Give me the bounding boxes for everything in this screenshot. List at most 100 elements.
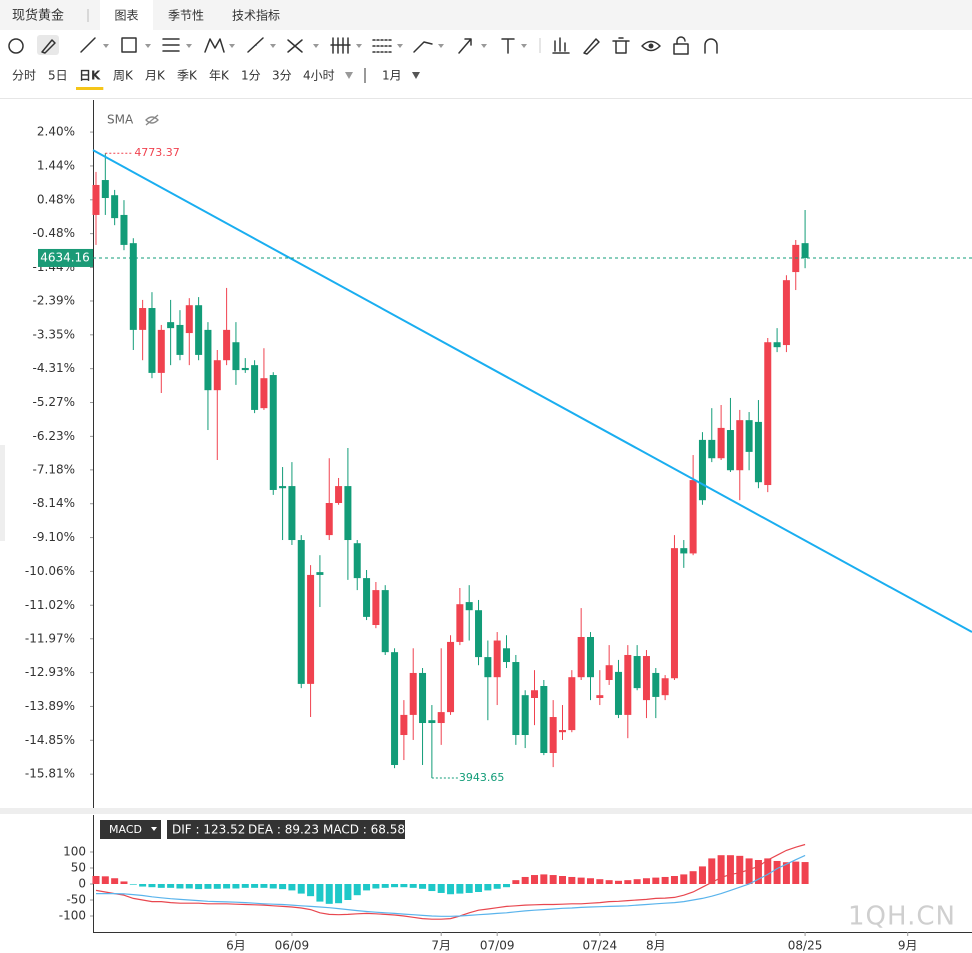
period-option[interactable]: 年K	[209, 69, 230, 83]
macd-readout-item: DEA : 89.23	[248, 823, 319, 837]
y-tick-label: -9.10%	[33, 530, 75, 544]
candle-body	[726, 430, 734, 471]
side-handle[interactable]	[0, 445, 5, 541]
x-tick-label: 08/25	[788, 939, 823, 953]
candle-body	[363, 578, 371, 617]
candle-body	[670, 548, 678, 679]
macd-bar	[223, 884, 231, 889]
tool-icon[interactable]	[372, 39, 392, 53]
macd-bar	[241, 884, 249, 888]
y-tick-label: -5.27%	[33, 395, 75, 409]
candle-body	[232, 342, 240, 371]
period-option[interactable]: 周K	[113, 69, 134, 83]
macd-selector-label[interactable]: MACD	[109, 823, 142, 836]
candle-body	[409, 672, 417, 715]
tool-icon[interactable]	[287, 39, 303, 53]
period-option[interactable]: 4小时	[303, 69, 335, 83]
candle-body	[642, 656, 650, 701]
period-more[interactable]: 1月	[382, 69, 402, 83]
candle-body	[400, 714, 408, 736]
y-tick-label: 1.44%	[37, 158, 75, 172]
macd-bar	[335, 884, 343, 904]
candle-body	[288, 486, 296, 541]
candle-body	[764, 342, 772, 486]
macd-bar	[428, 884, 436, 892]
caret	[438, 44, 444, 48]
period-option[interactable]: 日K	[79, 69, 101, 83]
candle-body	[148, 308, 156, 373]
macd-bar	[764, 858, 772, 884]
period-option[interactable]: 分时	[12, 69, 36, 83]
tool-icon[interactable]	[612, 37, 630, 54]
tool-icon[interactable]	[552, 37, 570, 54]
candle-body	[204, 329, 212, 391]
y-tick-label: -11.02%	[25, 598, 75, 612]
candle-body	[241, 367, 249, 371]
caret	[313, 44, 319, 48]
high-marker-label: 4773.37	[134, 146, 180, 159]
macd-selector[interactable]	[100, 820, 161, 839]
candle-body	[353, 543, 361, 579]
period-active-underline	[76, 87, 104, 90]
tool-icon[interactable]	[80, 37, 96, 53]
y-tick-label: -50	[66, 893, 86, 907]
y-tick-label: -3.35%	[33, 327, 75, 341]
period-option[interactable]: 5日	[48, 69, 68, 83]
candle-body	[549, 717, 557, 753]
period-option[interactable]: 月K	[145, 69, 166, 83]
candle-body	[139, 308, 147, 330]
candle-body	[689, 480, 697, 554]
macd-bar	[670, 876, 678, 884]
candle-body	[596, 695, 604, 698]
macd-bar	[353, 884, 361, 896]
candle-body	[167, 322, 175, 329]
tabs: 图表 季节性 技术指标	[100, 0, 280, 30]
period-bar: 分时 5日 日K 周K 月K 季K 年K 1分 3分 4小时	[12, 69, 335, 90]
tool-icon[interactable]	[673, 43, 689, 55]
macd-bar	[176, 884, 184, 889]
macd-bar	[447, 884, 455, 895]
tab[interactable]: 图表	[114, 9, 138, 23]
macd-bar	[698, 866, 706, 884]
tool-icon[interactable]	[641, 40, 661, 52]
period-option[interactable]: 1分	[241, 69, 261, 83]
macd-bar	[419, 884, 427, 889]
macd-bar	[782, 862, 790, 884]
macd-bar	[633, 879, 641, 884]
tool-icon[interactable]	[204, 38, 225, 53]
macd-bar	[325, 884, 333, 904]
period-option[interactable]: 3分	[272, 69, 292, 83]
macd-bar	[661, 876, 669, 884]
caret	[481, 44, 487, 48]
macd-bar	[801, 862, 809, 884]
tool-icon[interactable]	[247, 37, 264, 53]
tool-icon[interactable]	[413, 41, 433, 53]
y-tick-label: -15.81%	[25, 767, 75, 781]
tool-icon[interactable]	[501, 38, 515, 54]
tool-icon[interactable]	[704, 38, 718, 54]
y-tick-label: -12.93%	[25, 665, 75, 679]
tool-icon[interactable]	[162, 38, 180, 52]
y-tick-label: -2.39%	[33, 293, 75, 307]
macd-bar	[213, 884, 221, 889]
tool-icon[interactable]	[330, 37, 351, 54]
macd-bar	[652, 877, 660, 884]
candle-body	[680, 548, 688, 554]
macd-line	[95, 843, 806, 920]
candle-body	[101, 180, 109, 199]
visibility-icon[interactable]	[145, 114, 159, 126]
y-tick-label: -0.48%	[33, 226, 75, 240]
period-option[interactable]: 季K	[177, 69, 198, 83]
tool-icon[interactable]	[8, 38, 24, 54]
x-tick-label: 07/24	[583, 939, 618, 953]
tool-icon[interactable]	[583, 38, 600, 55]
symbol-name: 现货黄金	[12, 8, 64, 24]
tab[interactable]: 技术指标	[232, 8, 280, 23]
candle-body	[540, 686, 548, 753]
candle-body	[773, 342, 781, 348]
last-price-label: 4634.16	[40, 250, 90, 264]
tab[interactable]: 季节性	[168, 9, 204, 23]
tool-icon[interactable]	[458, 38, 472, 54]
tool-icon[interactable]	[121, 37, 137, 53]
tool-icon[interactable]	[41, 39, 56, 54]
